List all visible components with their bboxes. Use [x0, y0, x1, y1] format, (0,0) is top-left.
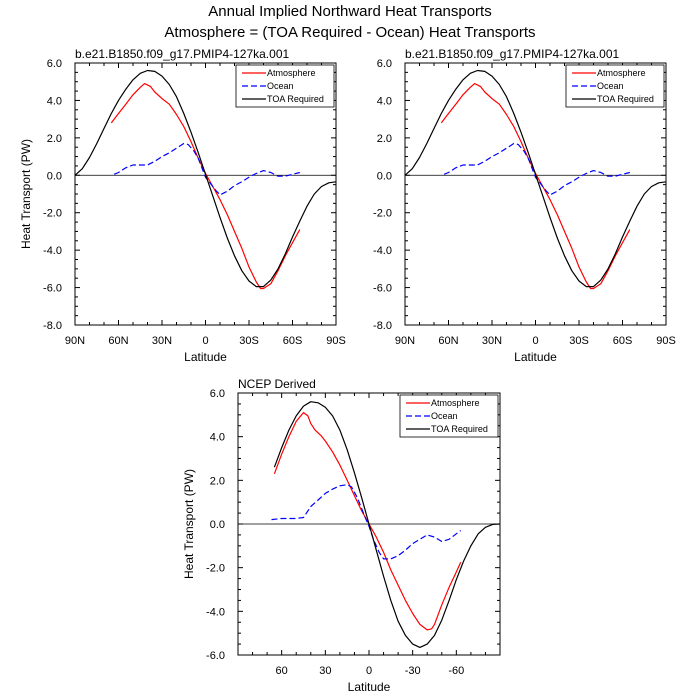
series-line-toa-required	[74, 69, 337, 288]
x-axis-label: Latitude	[514, 350, 557, 364]
x-tick-label: 90S	[656, 335, 676, 347]
y-tick-label: -8.0	[43, 320, 62, 332]
x-tick-label: 0	[366, 665, 372, 677]
x-tick-label: 60N	[108, 335, 128, 347]
y-tick-label: 6.0	[47, 58, 62, 70]
x-tick-label: 90S	[326, 335, 346, 347]
y-tick-label: 4.0	[210, 432, 225, 444]
legend-entry-label: TOA Required	[267, 94, 324, 104]
y-tick-label: -2.0	[206, 563, 225, 575]
series-line-toa-required	[273, 401, 501, 648]
panel-title: NCEP Derived	[238, 377, 316, 391]
legend: Atmosphere Ocean TOA Required	[399, 394, 499, 438]
x-tick-label: 60	[276, 665, 288, 677]
legend-box	[235, 64, 335, 108]
y-tick-label: -6.0	[43, 283, 62, 295]
y-tick-label: -4.0	[373, 245, 392, 257]
y-tick-label: 2.0	[210, 475, 225, 487]
panel-title: b.e21.B1850.f09_g17.PMIP4-127ka.001	[405, 47, 619, 61]
y-tick-label: -2.0	[373, 208, 392, 220]
y-axis-label: Heat Transport (PW)	[19, 139, 33, 249]
x-tick-label: 0	[202, 335, 208, 347]
y-tick-label: 0.0	[47, 170, 62, 182]
y-tick-label: -4.0	[43, 245, 62, 257]
panel-title: b.e21.B1850.f09_g17.PMIP4-127ka.001	[75, 47, 289, 61]
x-tick-label: -60	[448, 665, 464, 677]
legend: Atmosphere Ocean TOA Required	[565, 64, 665, 108]
y-tick-label: 0.0	[210, 519, 225, 531]
y-tick-label: -2.0	[43, 208, 62, 220]
legend-entry-label: Ocean	[597, 81, 624, 91]
chart-panel-1: b.e21.B1850.f09_g17.PMIP4-127ka.001 90N 60…	[19, 47, 346, 364]
x-axis-label: Latitude	[348, 680, 391, 694]
x-tick-label: 30	[319, 665, 331, 677]
x-tick-label: 90N	[65, 335, 85, 347]
legend-entry-label: Ocean	[267, 81, 294, 91]
legend-entry-label: TOA Required	[597, 94, 654, 104]
x-tick-label: 90N	[395, 335, 415, 347]
chart-panel-2: b.e21.B1850.f09_g17.PMIP4-127ka.001 90N 60…	[373, 47, 676, 364]
series-line-atmosphere	[110, 83, 301, 290]
chart-panel-3: NCEP Derived 60 30 0 -30 -60 6.0 4.0 2.0 0.0 -2.0 -…	[182, 377, 501, 694]
y-tick-label: 6.0	[377, 58, 392, 70]
legend-entry-label: Atmosphere	[597, 68, 646, 78]
y-tick-label: 2.0	[47, 133, 62, 145]
legend-entry-label: Atmosphere	[431, 398, 480, 408]
series-line-atmosphere	[440, 83, 631, 290]
series-line-ocean	[271, 484, 462, 560]
y-axis-label: Heat Transport (PW)	[182, 469, 196, 579]
x-tick-label: 30N	[152, 335, 172, 347]
figure-title-line1: Annual Implied Northward Heat Transports	[208, 3, 491, 20]
y-tick-label: 2.0	[377, 133, 392, 145]
y-tick-label: 6.0	[210, 388, 225, 400]
x-tick-label: 30S	[239, 335, 259, 347]
chart-panels: b.e21.B1850.f09_g17.PMIP4-127ka.001 90N 60…	[19, 47, 676, 694]
legend: Atmosphere Ocean TOA Required	[235, 64, 335, 108]
y-tick-label: -8.0	[373, 320, 392, 332]
series-line-ocean	[113, 142, 300, 196]
x-tick-label: 60N	[438, 335, 458, 347]
y-tick-label: 0.0	[377, 170, 392, 182]
x-tick-label: 30N	[482, 335, 502, 347]
series-line-ocean	[443, 142, 630, 196]
figure-title-line2: Atmosphere = (TOA Required - Ocean) Heat…	[164, 24, 535, 41]
x-axis-label: Latitude	[184, 350, 227, 364]
series-line-atmosphere	[273, 412, 462, 631]
x-tick-label: 60S	[283, 335, 303, 347]
legend-entry-label: Ocean	[431, 411, 458, 421]
legend-entry-label: Atmosphere	[267, 68, 316, 78]
y-tick-label: 4.0	[47, 95, 62, 107]
legend-entry-label: TOA Required	[431, 424, 488, 434]
y-tick-label: 4.0	[377, 95, 392, 107]
x-tick-label: 0	[532, 335, 538, 347]
y-tick-label: -6.0	[373, 283, 392, 295]
series-line-toa-required	[404, 69, 667, 288]
y-tick-label: -6.0	[206, 650, 225, 662]
x-tick-label: 30S	[569, 335, 589, 347]
x-tick-label: 60S	[613, 335, 633, 347]
x-tick-label: -30	[405, 665, 421, 677]
y-tick-label: -4.0	[206, 606, 225, 618]
